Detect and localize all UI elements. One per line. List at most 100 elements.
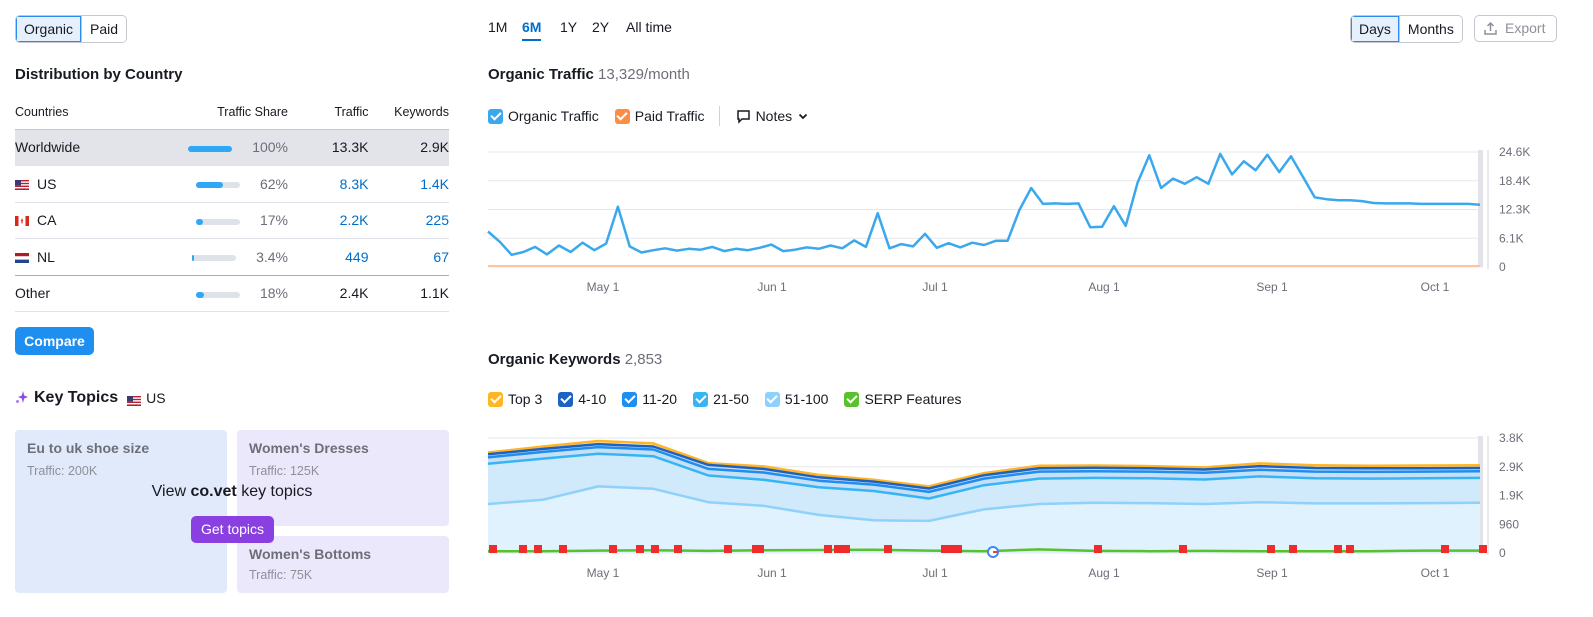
note-flag-icon[interactable] bbox=[824, 545, 832, 553]
period-1m[interactable]: 1M bbox=[488, 19, 508, 35]
x-tick-label: Oct 1 bbox=[1421, 280, 1450, 294]
top3-checkbox[interactable]: Top 3 bbox=[488, 391, 542, 407]
period-6m[interactable]: 6M bbox=[522, 19, 542, 41]
share-value: 62% bbox=[259, 175, 289, 192]
topic-name: Women's Bottoms bbox=[249, 546, 372, 562]
check-icon bbox=[693, 391, 709, 407]
months-toggle[interactable]: Months bbox=[1398, 16, 1462, 42]
get-topics-button[interactable]: Get topics bbox=[191, 516, 274, 543]
keywords-link[interactable]: 67 bbox=[368, 238, 449, 276]
country-name: US bbox=[37, 175, 57, 192]
export-button[interactable]: Export bbox=[1474, 15, 1557, 42]
note-flag-icon[interactable] bbox=[609, 545, 617, 553]
note-flag-icon[interactable] bbox=[946, 545, 954, 553]
note-flag-icon[interactable] bbox=[842, 545, 850, 553]
pos-21-50-line bbox=[487, 452, 1481, 500]
key-topics-header: Key Topics US bbox=[15, 389, 166, 407]
x-tick-label: Aug 1 bbox=[1088, 280, 1120, 294]
traffic-link[interactable]: 449 bbox=[288, 238, 369, 276]
note-flag-icon[interactable] bbox=[559, 545, 567, 553]
key-topics-title: Key Topics bbox=[34, 389, 119, 406]
nl-flag-icon bbox=[15, 250, 29, 263]
us-flag-icon bbox=[127, 393, 142, 406]
note-flag-icon[interactable] bbox=[636, 545, 644, 553]
pos-4-10-checkbox[interactable]: 4-10 bbox=[558, 391, 606, 407]
traffic-value: 2.4K bbox=[288, 275, 369, 312]
range-handle[interactable] bbox=[1478, 150, 1483, 267]
traffic-link[interactable]: 2.2K bbox=[288, 202, 369, 239]
table-row: NL 3.4% 449 67 bbox=[15, 238, 449, 276]
note-flag-icon[interactable] bbox=[834, 545, 842, 553]
organic-traffic-checkbox[interactable]: Organic Traffic bbox=[488, 108, 599, 124]
note-flag-icon[interactable] bbox=[1441, 545, 1449, 553]
granularity-toggle: Days Months bbox=[1350, 15, 1463, 43]
topic-card: Women's Dresses Traffic: 125K bbox=[237, 430, 449, 526]
note-flag-icon[interactable] bbox=[489, 545, 497, 553]
note-flag-icon[interactable] bbox=[674, 545, 682, 553]
x-tick-label: Jul 1 bbox=[922, 280, 948, 294]
period-2y[interactable]: 2Y bbox=[592, 19, 610, 35]
note-flag-icon[interactable] bbox=[1267, 545, 1275, 553]
topic-card: Eu to uk shoe size Traffic: 200K bbox=[15, 430, 227, 593]
share-bar bbox=[195, 182, 240, 189]
y-tick-label: 960 bbox=[1499, 517, 1519, 531]
paid-toggle[interactable]: Paid bbox=[81, 16, 127, 42]
y-tick-label: 18.4K bbox=[1499, 174, 1530, 188]
google-update-icon[interactable] bbox=[987, 546, 999, 558]
pos-51-100-area bbox=[488, 486, 1480, 553]
y-tick-label: 6.1K bbox=[1499, 231, 1524, 245]
y-tick-label: 2.9K bbox=[1499, 460, 1524, 474]
x-tick-label: Sep 1 bbox=[1256, 566, 1288, 580]
top3-line bbox=[487, 439, 1481, 488]
note-flag-icon[interactable] bbox=[519, 545, 527, 553]
topic-card: Women's Bottoms Traffic: 75K bbox=[237, 536, 449, 593]
traffic-legend: Organic Traffic Paid Traffic Notes bbox=[488, 106, 825, 126]
note-flag-icon[interactable] bbox=[1479, 545, 1487, 553]
share-bar bbox=[192, 255, 237, 262]
period-all-time[interactable]: All time bbox=[626, 19, 672, 35]
note-flag-icon[interactable] bbox=[884, 545, 892, 553]
source-toggle: Organic Paid bbox=[15, 15, 128, 43]
pos-51-100-checkbox[interactable]: 51-100 bbox=[764, 391, 828, 407]
paid-traffic-checkbox[interactable]: Paid Traffic bbox=[614, 108, 705, 124]
table-row: Other 18% 2.4K 1.1K bbox=[15, 275, 449, 312]
note-flag-icon[interactable] bbox=[1289, 545, 1297, 553]
note-flag-icon[interactable] bbox=[941, 545, 949, 553]
organic-traffic-line bbox=[487, 152, 1481, 257]
traffic-value: 13.3K bbox=[288, 129, 369, 166]
pos-11-20-checkbox[interactable]: 11-20 bbox=[622, 391, 677, 407]
pos-21-50-checkbox[interactable]: 21-50 bbox=[693, 391, 749, 407]
range-handle[interactable] bbox=[1478, 436, 1483, 553]
days-toggle[interactable]: Days bbox=[1351, 16, 1399, 42]
country-name: CA bbox=[37, 212, 57, 229]
x-tick-label: Jul 1 bbox=[922, 566, 948, 580]
share-value: 17% bbox=[259, 212, 289, 229]
x-tick-label: May 1 bbox=[587, 280, 620, 294]
x-tick-label: Sep 1 bbox=[1256, 280, 1288, 294]
notes-dropdown[interactable]: Notes bbox=[736, 108, 810, 124]
x-tick-label: Oct 1 bbox=[1421, 566, 1450, 580]
note-flag-icon[interactable] bbox=[1094, 545, 1102, 553]
note-flag-icon[interactable] bbox=[1346, 545, 1354, 553]
note-flag-icon[interactable] bbox=[534, 545, 542, 553]
note-flag-icon[interactable] bbox=[724, 545, 732, 553]
serp-features-checkbox[interactable]: SERP Features bbox=[844, 391, 961, 407]
organic-toggle[interactable]: Organic bbox=[16, 16, 82, 42]
organic-keywords-value: 2,853 bbox=[624, 351, 663, 368]
keywords-link[interactable]: 225 bbox=[368, 202, 449, 239]
note-flag-icon[interactable] bbox=[1179, 545, 1187, 553]
pos-51-100-line bbox=[487, 485, 1481, 523]
note-flag-icon[interactable] bbox=[756, 545, 764, 553]
note-flag-icon[interactable] bbox=[651, 545, 659, 553]
note-flag-icon[interactable] bbox=[954, 545, 962, 553]
check-icon bbox=[614, 108, 630, 124]
key-topics-country: US bbox=[146, 390, 166, 406]
keywords-link[interactable]: 1.4K bbox=[368, 165, 449, 203]
sparkle-icon bbox=[15, 390, 29, 407]
period-1y[interactable]: 1Y bbox=[560, 19, 578, 35]
organic-keywords-title: Organic Keywords 2,853 bbox=[488, 351, 663, 368]
us-flag-icon bbox=[15, 177, 29, 190]
traffic-link[interactable]: 8.3K bbox=[288, 165, 369, 203]
note-flag-icon[interactable] bbox=[1334, 545, 1342, 553]
compare-button[interactable]: Compare bbox=[15, 327, 94, 355]
